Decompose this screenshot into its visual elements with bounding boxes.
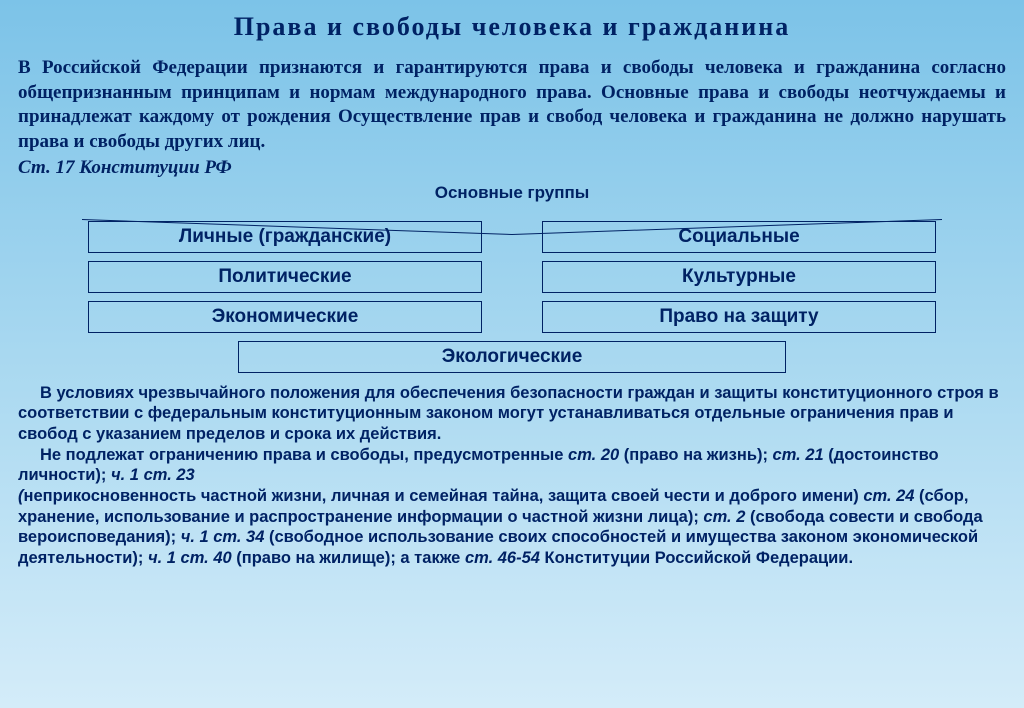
group-political: Политические (88, 261, 482, 293)
group-ecological: Экологические (238, 341, 786, 373)
footnote-text: неприкосновенность частной жизни, личная… (24, 487, 859, 505)
footnote-text: Не подлежат ограничению права и свободы,… (40, 446, 568, 464)
footnote-text: Конституции Российской Федерации. (540, 549, 853, 567)
footnote-ref: ч. 1 ст. 34 (181, 528, 265, 546)
group-protection: Право на защиту (542, 301, 936, 333)
group-bottom-row: Экологические (18, 341, 1006, 373)
footnote-p2: Не подлежат ограничению права и свободы,… (18, 445, 1006, 486)
footnote-ref: ст. 2 (703, 508, 745, 526)
groups-label: Основные группы (18, 183, 1006, 203)
footnote-ref: ст. 46-54 (465, 549, 540, 567)
footnote-ref: ч. 1 ст. 40 (148, 549, 232, 567)
footnote-ref: ч. 1 ст. 23 (111, 466, 195, 484)
footnote-p1: В условиях чрезвычайного положения для о… (18, 383, 1006, 445)
footnote: В условиях чрезвычайного положения для о… (18, 383, 1006, 569)
intro-paragraph: В Российской Федерации признаются и гара… (18, 56, 1006, 155)
footnote-text: (право на жилище); а также (232, 549, 465, 567)
group-economic: Экономические (88, 301, 482, 333)
footnote-line: (неприкосновенность частной жизни, лична… (18, 486, 1006, 569)
footnote-ref: ст. 21 (773, 446, 824, 464)
page-title: Права и свободы человека и гражданина (18, 12, 1006, 42)
footnote-ref: ст. 20 (568, 446, 619, 464)
group-cultural: Культурные (542, 261, 936, 293)
group-grid: Личные (гражданские) Социальные Политиче… (18, 221, 1006, 333)
groups-section: Основные группы Личные (гражданские) Соц… (18, 183, 1006, 373)
footnote-text: (право на жизнь); (619, 446, 772, 464)
connector-line (82, 205, 942, 219)
citation: Ст. 17 Конституции РФ (18, 157, 1006, 179)
footnote-ref: ст. 24 (863, 487, 914, 505)
